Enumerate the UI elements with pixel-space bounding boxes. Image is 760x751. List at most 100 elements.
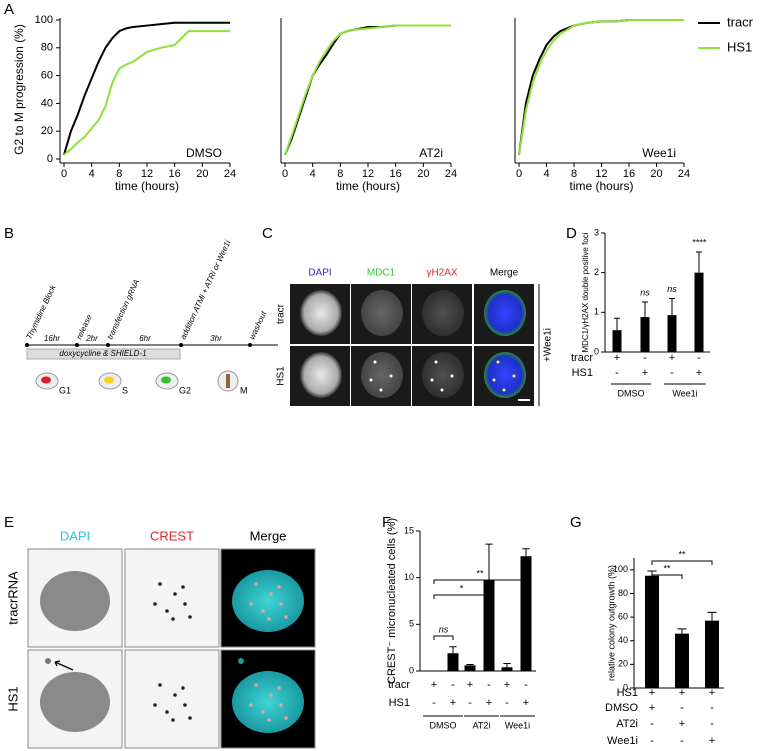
condition-mark: + — [649, 687, 655, 699]
y-tick-label: 100 — [613, 564, 628, 574]
focus — [389, 374, 393, 378]
centromere — [188, 615, 192, 619]
micrograph — [124, 548, 220, 648]
nucleus — [232, 570, 304, 632]
x-tick-label: 8 — [571, 168, 577, 180]
condition-mark: - — [680, 702, 684, 714]
bracket — [433, 579, 527, 584]
bar — [694, 272, 704, 352]
phase-label: M — [240, 385, 248, 395]
condition-mark: - — [468, 697, 472, 709]
centromere — [284, 716, 288, 720]
y-axis-label: MDC1/γH2AX double positive foci — [581, 232, 590, 352]
panel-label: G — [570, 514, 582, 531]
nucleus — [422, 290, 464, 336]
panel-label: A — [4, 1, 14, 18]
condition-label: DMSO — [605, 702, 638, 714]
condition-label: HS1 — [617, 687, 638, 699]
x-axis-label: time (hours) — [336, 179, 400, 193]
centromere — [188, 716, 192, 720]
condition-mark: - — [615, 367, 619, 379]
panel-label: D — [566, 225, 577, 242]
bar — [501, 667, 513, 671]
x-tick-label: 24 — [678, 168, 690, 180]
nucleus — [232, 671, 304, 733]
y-tick-label: 20 — [618, 659, 628, 669]
centromere — [249, 703, 253, 707]
phase-label: G2 — [179, 385, 191, 395]
condition-mark: + — [649, 702, 655, 714]
condition-label: tracr — [571, 352, 593, 364]
channel-label: DAPI — [60, 528, 90, 543]
timeline-dot — [25, 343, 29, 347]
centromere — [153, 602, 157, 606]
bar — [667, 315, 677, 352]
centromere — [249, 602, 253, 606]
error-bar — [522, 548, 530, 557]
condition-mark: + — [467, 679, 473, 691]
x-tick-label: 16 — [623, 168, 635, 180]
y-tick-label: 3 — [594, 227, 599, 237]
error-bar — [614, 317, 620, 331]
event-label: transfection gRNA — [106, 278, 142, 341]
timeline-dot — [179, 343, 183, 347]
focus — [450, 374, 454, 378]
condition-mark: + — [431, 679, 437, 691]
nucleus — [484, 290, 526, 336]
panel-label: C — [262, 225, 273, 242]
centromere — [269, 592, 273, 596]
error-bar — [677, 628, 687, 634]
bar — [483, 579, 495, 671]
phase-label: S — [122, 385, 128, 395]
nucleus — [484, 352, 526, 398]
centromere — [261, 710, 265, 714]
annotation: Wee1i — [642, 146, 676, 160]
event-label: washout — [248, 309, 269, 341]
bar — [447, 653, 459, 671]
x-tick-label: 0 — [516, 168, 522, 180]
row-label: HS1 — [5, 686, 20, 711]
y-tick-label: 20 — [41, 125, 53, 137]
condition-mark: - — [650, 718, 654, 730]
panel-label: F — [382, 514, 391, 531]
micronucleus — [238, 658, 244, 664]
series-line — [63, 30, 230, 156]
condition-mark: + — [709, 735, 715, 747]
duration-label: 3hr — [210, 334, 222, 343]
y-tick-label: 60 — [618, 611, 628, 621]
centromere — [173, 592, 177, 596]
y-tick-label: 80 — [618, 588, 628, 598]
nucleus — [41, 376, 51, 384]
x-tick-label: 12 — [595, 168, 607, 180]
condition-mark: + — [642, 367, 648, 379]
error-bar — [707, 611, 717, 621]
channel-label: CREST — [150, 528, 194, 543]
group-label: DMSO — [430, 720, 457, 730]
row-label: HS1 — [276, 366, 287, 386]
nucleus — [300, 352, 342, 398]
focus — [434, 360, 438, 364]
annotation: AT2i — [419, 146, 443, 160]
centromere — [181, 585, 185, 589]
significance: ** — [476, 568, 484, 578]
centromere — [183, 602, 187, 606]
condition-mark: - — [697, 352, 701, 364]
timeline-dot — [248, 343, 252, 347]
duration-label: 6hr — [139, 334, 151, 343]
error-bar — [669, 297, 675, 316]
panel-label: B — [4, 225, 14, 242]
y-tick-label: 15 — [404, 525, 414, 535]
x-tick-label: 0 — [61, 168, 67, 180]
y-tick-label: 0 — [623, 682, 628, 692]
centromere — [183, 703, 187, 707]
group-label: DMSO — [618, 388, 645, 398]
significance: ns — [640, 287, 650, 297]
error-bar — [503, 663, 511, 668]
error-bar — [485, 543, 493, 580]
condition-mark: - — [487, 679, 491, 691]
x-tick-label: 0 — [282, 168, 288, 180]
group-label: AT2i — [473, 720, 491, 730]
condition-mark: + — [614, 352, 620, 364]
centromere — [267, 617, 271, 621]
y-axis-label: G2 to M progression (%) — [12, 24, 26, 155]
